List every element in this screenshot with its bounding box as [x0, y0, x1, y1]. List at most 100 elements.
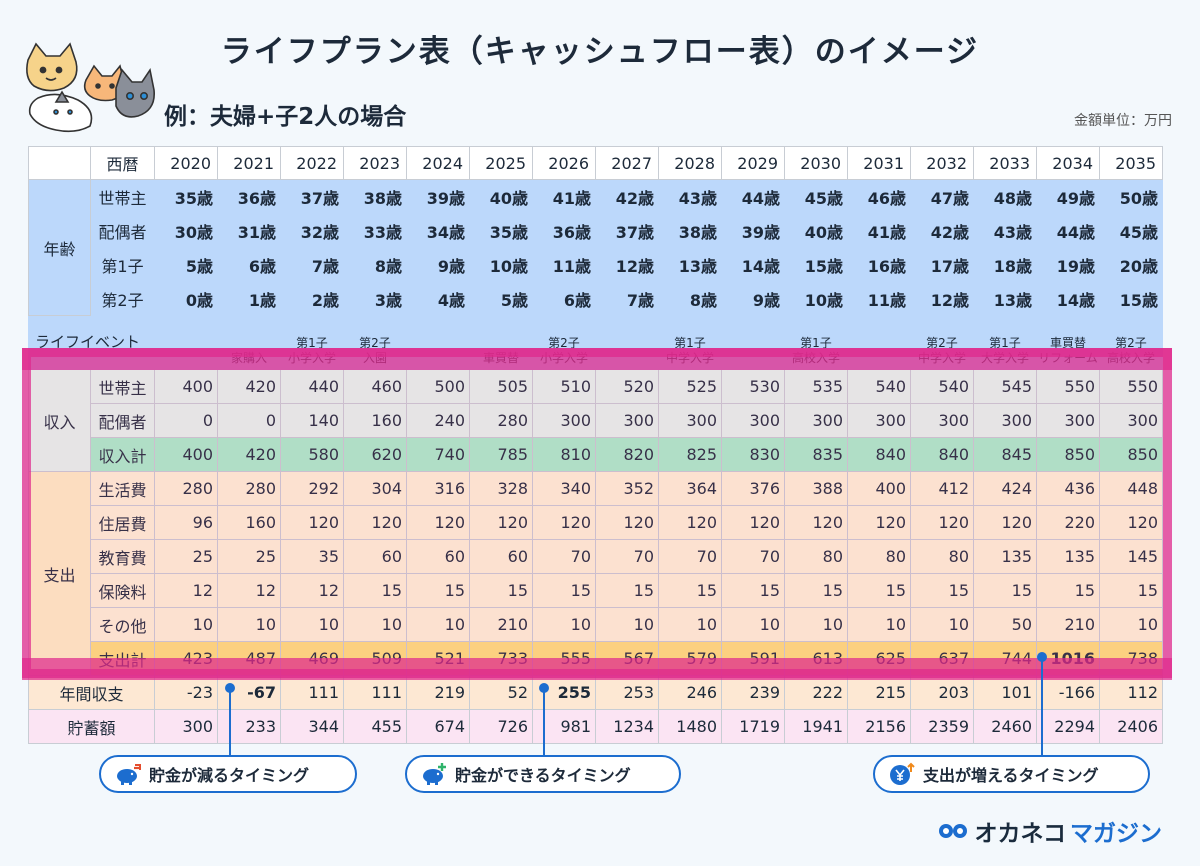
expense-cell: 60 [343, 539, 407, 574]
age-cell: 3歳 [343, 281, 407, 316]
savings-cell: 1480 [658, 709, 722, 744]
expense-cell: 145 [1099, 539, 1163, 574]
expense-total-cell: 733 [469, 641, 533, 676]
year-cell: 2021 [217, 146, 281, 180]
life-event-cell: 第1子 大学入学 [973, 315, 1037, 370]
expense-cell: 120 [595, 505, 659, 540]
expense-cell: 80 [910, 539, 974, 574]
income-cell: 300 [532, 403, 596, 438]
age-cell: 44歳 [1036, 213, 1100, 248]
expense-cell: 376 [721, 471, 785, 506]
expense-cell: 15 [910, 573, 974, 608]
expense-cell: 10 [847, 607, 911, 642]
income-total-cell: 820 [595, 437, 659, 472]
income-cell: 0 [217, 403, 281, 438]
life-event-cell [406, 315, 470, 370]
expense-row-label: 教育費 [90, 539, 155, 574]
annual-balance-cell: -166 [1036, 675, 1100, 710]
expense-cell: 70 [658, 539, 722, 574]
age-cell: 7歳 [595, 281, 659, 316]
callout-label: 貯金ができるタイミング [455, 766, 631, 785]
life-event-text [470, 336, 532, 351]
savings-cell: 2359 [910, 709, 974, 744]
age-cell: 37歳 [595, 213, 659, 248]
age-cell: 16歳 [847, 247, 911, 282]
income-total-cell: 740 [406, 437, 470, 472]
income-cell: 300 [1036, 403, 1100, 438]
life-event-text: 家購入 [230, 351, 267, 365]
savings-cell: 2294 [1036, 709, 1100, 744]
income-total-cell: 810 [532, 437, 596, 472]
age-cell: 6歳 [532, 281, 596, 316]
expense-cell: 120 [847, 505, 911, 540]
savings-cell: 1941 [784, 709, 848, 744]
expense-total-cell: 625 [847, 641, 911, 676]
age-cell: 42歳 [595, 179, 659, 214]
callout-savings-increase: 貯金ができるタイミング [405, 755, 681, 793]
expense-cell: 210 [469, 607, 533, 642]
brand-name-part2: マガジン [1070, 821, 1162, 847]
expense-cell: 436 [1036, 471, 1100, 506]
expense-cell: 220 [1036, 505, 1100, 540]
expense-cell: 352 [595, 471, 659, 506]
income-total-cell: 785 [469, 437, 533, 472]
year-cell: 2024 [406, 146, 470, 180]
life-event-text: 第1子 [296, 336, 328, 350]
income-cell: 440 [280, 369, 344, 404]
expense-total-cell: 637 [910, 641, 974, 676]
income-cell: 510 [532, 369, 596, 404]
income-cell: 240 [406, 403, 470, 438]
savings-row: 貯蓄額 300 233 344 455 674 726 981 1234 1480 1719 1941… [28, 709, 1163, 744]
life-event-text: 第2子 [548, 336, 580, 350]
age-cell: 39歳 [406, 179, 470, 214]
life-event-text: 第1子 [800, 336, 832, 350]
income-total-cell: 400 [154, 437, 218, 472]
expense-total-cell: 469 [280, 641, 344, 676]
year-header: 西暦 [90, 146, 155, 180]
expense-cell: 12 [154, 573, 218, 608]
connector-line [229, 690, 231, 756]
age-row-label: 世帯主 [90, 179, 155, 214]
life-event-text: 車買替 [1049, 336, 1086, 350]
expense-cell: 120 [469, 505, 533, 540]
glasses-logo-icon [939, 824, 968, 838]
age-cell: 10歳 [784, 281, 848, 316]
age-cell: 46歳 [847, 179, 911, 214]
income-cell: 540 [847, 369, 911, 404]
age-category: 年齢 [28, 179, 91, 316]
annual-balance-cell: -23 [154, 675, 218, 710]
expense-cell: 292 [280, 471, 344, 506]
life-event-text: 高校入学 [791, 351, 840, 365]
expense-category: 支出 [28, 471, 91, 676]
life-event-text: 高校入学 [1106, 351, 1155, 365]
life-event-text [848, 336, 910, 351]
expense-cell: 120 [532, 505, 596, 540]
age-cell: 30歳 [154, 213, 218, 248]
connector-line [543, 690, 545, 756]
age-cell: 43歳 [658, 179, 722, 214]
income-cell: 0 [154, 403, 218, 438]
life-event-text [722, 351, 784, 366]
year-cell: 2026 [532, 146, 596, 180]
age-cell: 8歳 [343, 247, 407, 282]
year-cell: 2020 [154, 146, 218, 180]
income-cell: 500 [406, 369, 470, 404]
life-event-cell: 家購入 [217, 315, 281, 370]
annual-balance-cell: 203 [910, 675, 974, 710]
life-event-cell: 第2子 中学入学 [910, 315, 974, 370]
year-cell: 2031 [847, 146, 911, 180]
age-cell: 42歳 [910, 213, 974, 248]
life-event-cell: 第1子 小学入学 [280, 315, 344, 370]
expense-cell: 120 [1099, 505, 1163, 540]
expense-cell: 160 [217, 505, 281, 540]
life-event-text: 小学入学 [287, 351, 336, 365]
expense-cell: 15 [658, 573, 722, 608]
life-event-text [596, 351, 658, 366]
callout-label: 貯金が減るタイミング [149, 766, 310, 785]
income-row: 配偶者 0 0 140 160 240 280 300 300 300 300 300 300 300 30… [29, 403, 1163, 438]
income-cell: 550 [1099, 369, 1163, 404]
income-category: 収入 [28, 369, 91, 472]
life-event-text [596, 336, 658, 351]
life-event-text [218, 336, 280, 351]
annual-balance-cell: 101 [973, 675, 1037, 710]
